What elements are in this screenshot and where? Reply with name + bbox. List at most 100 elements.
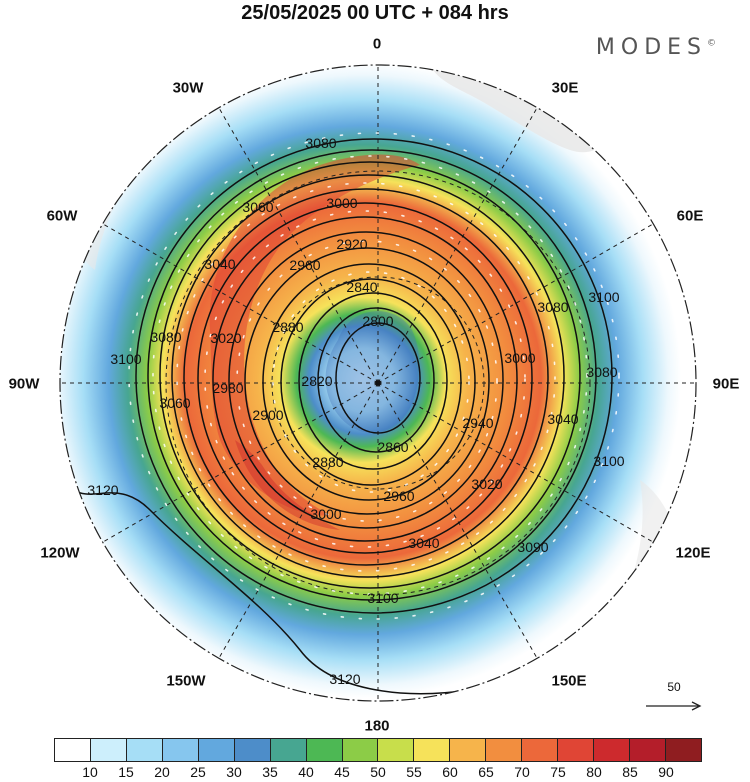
contour-label: 3120 — [87, 482, 118, 498]
contour-label: 2960 — [383, 488, 414, 504]
contour-label: 2900 — [252, 407, 283, 423]
colorbar-swatch — [234, 739, 271, 761]
lon-label-150w: 150W — [166, 672, 206, 690]
polar-vortex-core — [325, 311, 420, 433]
contour-label: 2880 — [272, 319, 303, 335]
contour-label: 3080 — [150, 329, 181, 345]
contour-label: 3000 — [310, 506, 341, 522]
contour-label: 2960 — [289, 257, 320, 273]
contour-label: 3090 — [517, 539, 548, 555]
colorbar-tick-label: 60 — [442, 764, 458, 780]
colorbar-swatch — [126, 739, 163, 761]
contour-label: 2820 — [301, 373, 332, 389]
lon-label-180: 180 — [364, 717, 390, 735]
contour-label: 2840 — [346, 279, 377, 295]
contour-label: 3020 — [210, 330, 241, 346]
colorbar-swatch — [558, 739, 595, 761]
colorbar-swatch — [342, 739, 379, 761]
colorbar-tick-label: 50 — [370, 764, 386, 780]
wind-speed-colorbar — [54, 738, 702, 762]
colorbar-tick-label: 80 — [586, 764, 602, 780]
contour-label: 2880 — [312, 454, 343, 470]
contour-label: 3020 — [471, 476, 502, 492]
jet-core-left — [209, 154, 420, 516]
lon-label-90e: 90E — [712, 375, 740, 393]
reference-vector-label: 50 — [667, 680, 681, 694]
colorbar-tick-label: 85 — [622, 764, 638, 780]
colorbar-tick-label: 45 — [334, 764, 350, 780]
colorbar-swatch — [486, 739, 523, 761]
contour-label: 2940 — [462, 415, 493, 431]
lon-label-60e: 60E — [676, 207, 704, 225]
contour-label: 2980 — [212, 380, 243, 396]
colorbar-swatch — [198, 739, 235, 761]
contour-label: 3100 — [110, 351, 141, 367]
colorbar-swatch — [665, 739, 701, 761]
contour-label: 2800 — [362, 313, 393, 329]
colorbar-swatch — [414, 739, 451, 761]
lon-label-60w: 60W — [46, 207, 78, 225]
contour-label: 3000 — [504, 350, 535, 366]
colorbar-tick-label: 55 — [406, 764, 422, 780]
contour-label: 2920 — [336, 236, 367, 252]
contour-label: 3080 — [586, 364, 617, 380]
colorbar-tick-label: 65 — [478, 764, 494, 780]
contour-label: 3100 — [593, 453, 624, 469]
contour-label: 3040 — [204, 256, 235, 272]
brand-name: MODES — [595, 35, 707, 60]
colorbar-tick-label: 20 — [154, 764, 170, 780]
colorbar-tick-label: 70 — [514, 764, 530, 780]
colorbar-swatch — [55, 739, 91, 761]
colorbar-swatch — [90, 739, 127, 761]
contour-labels: 2800 2840 2920 2960 3000 3060 3080 3040 … — [87, 135, 624, 687]
north-pole-dot — [375, 380, 381, 386]
lon-label-120w: 120W — [40, 544, 80, 562]
colorbar-swatch — [378, 739, 415, 761]
graticule — [60, 65, 696, 701]
contour-label: 3120 — [329, 671, 360, 687]
lon-label-120e: 120E — [675, 544, 711, 562]
contour-label: 3100 — [588, 289, 619, 305]
colorbar-swatch — [594, 739, 630, 761]
colorbar-labels: 10 15 20 25 30 35 40 45 50 55 60 65 70 75 80 85 90 — [54, 764, 702, 782]
lon-label-0: 0 — [372, 35, 382, 53]
contour-label: 3040 — [547, 411, 578, 427]
map-title: 25/05/2025 00 UTC + 084 hrs — [241, 2, 509, 24]
contour-label: 2860 — [377, 439, 408, 455]
colorbar-swatch — [306, 739, 343, 761]
contour-label: 3060 — [242, 199, 273, 215]
colorbar-tick-label: 25 — [190, 764, 206, 780]
land-greenland — [430, 65, 609, 153]
colorbar-tick-label: 75 — [550, 764, 566, 780]
map-boundary — [59, 64, 697, 702]
colorbar-tick-label: 15 — [118, 764, 134, 780]
contour-label: 3000 — [326, 195, 357, 211]
colorbar-tick-label: 35 — [262, 764, 278, 780]
contour-label: 3060 — [159, 395, 190, 411]
contour-label: 3040 — [408, 535, 439, 551]
lon-label-30e: 30E — [551, 79, 579, 97]
contour-label: 3100 — [367, 590, 398, 606]
wind-arrows — [128, 132, 620, 620]
contour-label: 3080 — [537, 299, 568, 315]
lon-label-90w: 90W — [8, 375, 40, 393]
colorbar-tick-label: 30 — [226, 764, 242, 780]
reference-vector: 50 — [642, 680, 706, 694]
colorbar-tick-label: 40 — [298, 764, 314, 780]
copyright-mark: © — [707, 38, 716, 49]
colorbar-swatch — [522, 739, 559, 761]
colorbar-tick-label: 10 — [82, 764, 98, 780]
lon-label-150e: 150E — [551, 672, 587, 690]
colorbar-swatch — [450, 739, 487, 761]
polar-map: 2800 2840 2920 2960 3000 3060 3080 3040 … — [59, 64, 702, 711]
reference-vector-arrowhead — [691, 701, 702, 711]
colorbar-tick-label: 90 — [658, 764, 674, 780]
height-contours — [60, 138, 651, 695]
colorbar-swatch — [270, 739, 307, 761]
colorbar-swatch — [162, 739, 199, 761]
brand-logo: MODES© — [596, 35, 716, 60]
colorbar-swatch — [630, 739, 666, 761]
map-disk — [60, 65, 696, 701]
lon-label-30w: 30W — [172, 79, 204, 97]
contour-label: 3080 — [305, 135, 336, 151]
